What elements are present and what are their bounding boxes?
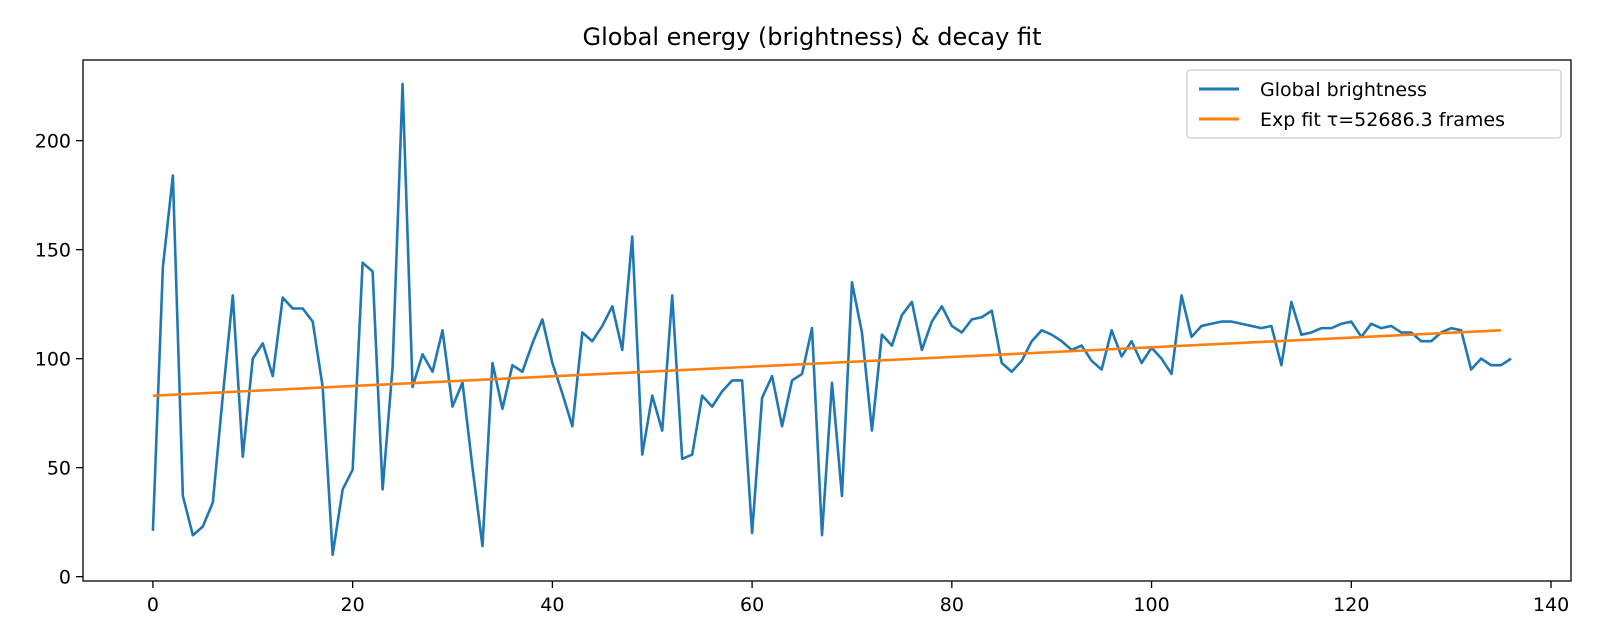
series-line-global-brightness: [151, 82, 1512, 557]
x-axis: 0 20 40 60 80 100 120 140: [147, 581, 1569, 616]
y-tick-label: 50: [47, 458, 71, 480]
y-tick-label: 100: [35, 349, 71, 371]
series-lines: [151, 82, 1512, 557]
x-tick-label: 60: [740, 594, 764, 616]
x-tick-label: 120: [1333, 594, 1369, 616]
plot-area-frame: [82, 59, 1572, 582]
legend: Global brightness Exp fit τ=52686.3 fram…: [1186, 69, 1562, 139]
legend-box: [1186, 69, 1562, 139]
chart-title: Global energy (brightness) & decay fit: [582, 23, 1041, 51]
y-tick-label: 0: [59, 567, 71, 589]
series-line-exp-fit: [152, 329, 1502, 398]
x-tick-label: 20: [341, 594, 365, 616]
x-tick-label: 140: [1533, 594, 1569, 616]
legend-label-global-brightness: Global brightness: [1260, 79, 1427, 101]
x-tick-label: 100: [1133, 594, 1169, 616]
x-tick-label: 0: [147, 594, 159, 616]
y-tick-label: 150: [35, 240, 71, 262]
legend-label-exp-fit: Exp fit τ=52686.3 frames: [1260, 109, 1505, 131]
x-tick-label: 40: [540, 594, 564, 616]
y-tick-label: 200: [35, 131, 71, 153]
y-axis: 0 50 100 150 200: [35, 131, 83, 589]
x-tick-label: 80: [940, 594, 964, 616]
